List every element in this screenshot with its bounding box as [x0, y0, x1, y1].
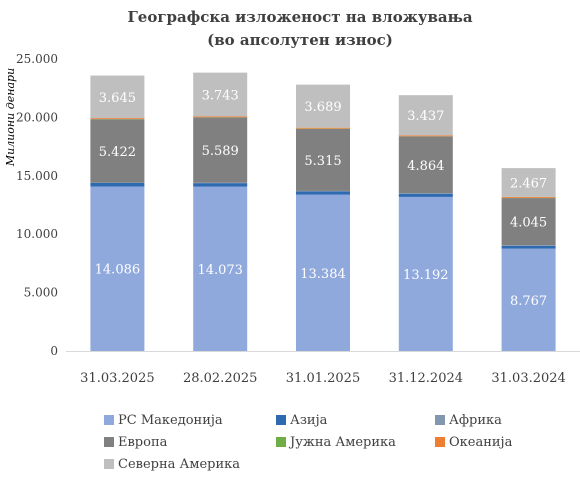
bar-segment	[296, 128, 350, 191]
data-label: 14.073	[197, 263, 243, 278]
legend-swatch	[276, 415, 286, 425]
bar-segment	[296, 191, 350, 195]
y-tick-label: 25.000	[16, 52, 58, 66]
x-tick-label: 31.03.2024	[491, 371, 565, 386]
data-label: 13.192	[403, 268, 449, 283]
bar-segment	[296, 84, 350, 128]
bars: 14.086 5.422 3.645 14.073 5.589 3.743 13.384 5.…	[90, 72, 556, 351]
bar-segment	[193, 183, 248, 187]
bar-segment	[193, 117, 248, 183]
legend-label: РС Македонија	[118, 413, 223, 428]
bar-segment	[501, 245, 556, 249]
bar-segment	[296, 194, 350, 351]
x-axis-ticks: 31.03.2025 28.02.2025 31.01.2025 31.12.2024…	[80, 371, 566, 386]
data-label: 14.086	[95, 263, 141, 278]
legend: РС Македонија Азија Африка Европа Јужна Амер…	[104, 413, 513, 472]
legend-label: Северна Америка	[118, 457, 240, 472]
legend-swatch	[104, 415, 114, 425]
legend-label: Азија	[290, 413, 328, 428]
bar-segment	[501, 198, 556, 246]
y-tick-label: 5.000	[24, 286, 58, 300]
y-axis-ticks: 0 5.000 10.000 15.000 20.000 25.000	[16, 52, 58, 358]
y-tick-label: 0	[50, 344, 58, 358]
data-label: 8.767	[510, 294, 547, 309]
bar-segment	[90, 186, 145, 351]
bar-segment	[398, 135, 453, 137]
data-label: 5.315	[304, 154, 341, 169]
data-label: 3.689	[304, 100, 341, 115]
y-tick-label: 10.000	[16, 227, 58, 241]
bar-segment	[90, 119, 145, 183]
data-label: 13.384	[300, 267, 346, 282]
y-tick-label: 20.000	[16, 110, 58, 124]
legend-swatch	[435, 415, 445, 425]
bar-segment	[398, 95, 453, 136]
bar-segment	[398, 196, 453, 351]
bar-segment	[398, 136, 453, 194]
x-tick-label: 31.12.2024	[389, 371, 463, 386]
legend-label: Африка	[449, 413, 502, 428]
bar-segment	[501, 196, 556, 198]
data-label: 3.437	[407, 109, 444, 124]
y-tick-label: 15.000	[16, 169, 58, 183]
x-tick-label: 28.02.2025	[183, 371, 257, 386]
chart-subtitle: (во апсолутен износ)	[207, 31, 393, 49]
legend-swatch	[104, 437, 114, 447]
data-label: 2.467	[510, 177, 547, 192]
bar-segment	[193, 186, 248, 351]
data-label: 4.045	[510, 216, 547, 231]
legend-label: Европа	[118, 435, 168, 450]
bar-segment	[501, 248, 556, 351]
legend-label: Океанија	[449, 435, 513, 450]
legend-swatch	[104, 459, 114, 469]
legend-swatch	[276, 437, 286, 447]
legend-swatch	[435, 437, 445, 447]
chart-title: Географска изложеност на вложувања	[127, 8, 472, 26]
bar-segment	[398, 193, 453, 197]
bar-segment	[193, 72, 248, 117]
x-tick-label: 31.03.2025	[80, 371, 154, 386]
bar-segment	[90, 182, 145, 187]
bar-segment	[501, 168, 556, 197]
bar-segment	[90, 75, 145, 119]
bar-segment	[193, 116, 248, 118]
bar-segment	[296, 127, 350, 129]
legend-label: Јужна Америка	[288, 435, 396, 450]
data-label: 5.422	[99, 145, 136, 160]
data-label: 4.864	[407, 159, 444, 174]
y-axis-label: Милиони денари	[4, 68, 17, 167]
data-label: 3.743	[202, 88, 239, 103]
x-tick-label: 31.01.2025	[286, 371, 360, 386]
bar-segment	[90, 118, 145, 120]
data-label: 5.589	[202, 144, 239, 159]
data-label: 3.645	[99, 91, 136, 106]
